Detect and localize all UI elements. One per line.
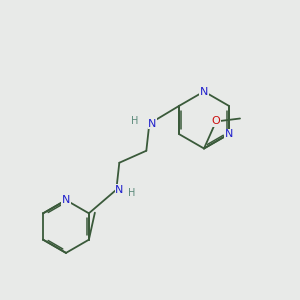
Text: H: H xyxy=(130,116,138,126)
Text: O: O xyxy=(212,116,220,127)
Text: N: N xyxy=(148,119,157,129)
Text: N: N xyxy=(115,185,124,195)
Text: N: N xyxy=(62,195,70,205)
Text: N: N xyxy=(224,129,233,139)
Text: N: N xyxy=(200,86,208,97)
Text: H: H xyxy=(128,188,135,198)
